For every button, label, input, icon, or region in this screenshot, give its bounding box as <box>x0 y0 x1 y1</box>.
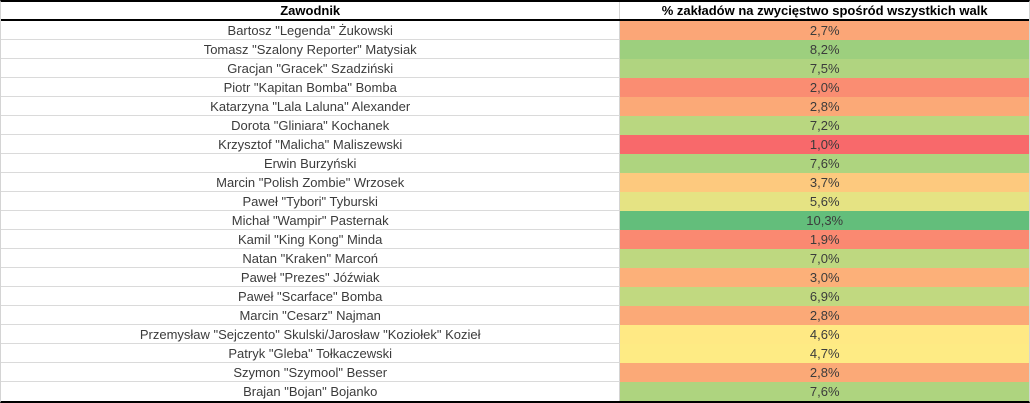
table-body: Bartosz "Legenda" Żukowski 2,7% Tomasz "… <box>1 21 1029 401</box>
bet-percentage: 2,0% <box>620 78 1029 97</box>
bet-percentage: 2,8% <box>620 306 1029 325</box>
fighter-name: Michał "Wampir" Pasternak <box>1 211 621 230</box>
fighter-name: Przemysław "Sejczento" Skulski/Jarosław … <box>1 325 621 344</box>
fighter-name: Krzysztof "Malicha" Maliszewski <box>1 135 621 154</box>
table-row: Gracjan "Gracek" Szadziński 7,5% <box>1 59 1029 78</box>
fighter-name: Erwin Burzyński <box>1 154 621 173</box>
table-header-row: Zawodnik % zakładów na zwycięstwo spośró… <box>1 2 1029 21</box>
bet-percentage: 2,7% <box>620 21 1029 40</box>
fighter-name: Katarzyna "Lala Laluna" Alexander <box>1 97 621 116</box>
fighter-name: Patryk "Gleba" Tołkaczewski <box>1 344 621 363</box>
bet-percentage: 2,8% <box>620 97 1029 116</box>
bet-percentage: 4,7% <box>620 344 1029 363</box>
table-row: Krzysztof "Malicha" Maliszewski 1,0% <box>1 135 1029 154</box>
bet-percentage: 7,5% <box>620 59 1029 78</box>
bet-percentage: 7,6% <box>620 382 1029 401</box>
bet-percentage: 3,0% <box>620 268 1029 287</box>
fighter-name: Natan "Kraken" Marcoń <box>1 249 621 268</box>
bet-percentage: 1,9% <box>620 230 1029 249</box>
table-row: Szymon "Szymool" Besser 2,8% <box>1 363 1029 382</box>
bet-percentage: 2,8% <box>620 363 1029 382</box>
fighter-name: Paweł "Scarface" Bomba <box>1 287 621 306</box>
table-row: Bartosz "Legenda" Żukowski 2,7% <box>1 21 1029 40</box>
table-row: Dorota "Gliniara" Kochanek 7,2% <box>1 116 1029 135</box>
fighter-name: Marcin "Polish Zombie" Wrzosek <box>1 173 621 192</box>
bet-percentage: 3,7% <box>620 173 1029 192</box>
bet-percentage: 6,9% <box>620 287 1029 306</box>
fighter-name: Brajan "Bojan" Bojanko <box>1 382 621 401</box>
column-header-bet-percentage: % zakładów na zwycięstwo spośród wszystk… <box>661 3 988 18</box>
table-row: Brajan "Bojan" Bojanko 7,6% <box>1 382 1029 401</box>
bet-percentage: 8,2% <box>620 40 1029 59</box>
bet-percentage: 4,6% <box>620 325 1029 344</box>
table-row: Piotr "Kapitan Bomba" Bomba 2,0% <box>1 78 1029 97</box>
fighter-name: Paweł "Tybori" Tyburski <box>1 192 621 211</box>
fighter-name: Kamil "King Kong" Minda <box>1 230 621 249</box>
table-row: Katarzyna "Lala Laluna" Alexander 2,8% <box>1 97 1029 116</box>
fighter-name: Marcin "Cesarz" Najman <box>1 306 621 325</box>
column-header-zawodnik: Zawodnik <box>1 2 621 19</box>
bet-percentage: 5,6% <box>620 192 1029 211</box>
fighter-name: Szymon "Szymool" Besser <box>1 363 621 382</box>
table-row: Kamil "King Kong" Minda 1,9% <box>1 230 1029 249</box>
table-row: Przemysław "Sejczento" Skulski/Jarosław … <box>1 325 1029 344</box>
bet-percentage: 1,0% <box>620 135 1029 154</box>
table-row: Paweł "Tybori" Tyburski 5,6% <box>1 192 1029 211</box>
table-row: Erwin Burzyński 7,6% <box>1 154 1029 173</box>
table-row: Tomasz "Szalony Reporter" Matysiak 8,2% <box>1 40 1029 59</box>
fighter-name: Piotr "Kapitan Bomba" Bomba <box>1 78 621 97</box>
fighter-name: Dorota "Gliniara" Kochanek <box>1 116 621 135</box>
table-row: Paweł "Prezes" Jóźwiak 3,0% <box>1 268 1029 287</box>
table-row: Patryk "Gleba" Tołkaczewski 4,7% <box>1 344 1029 363</box>
bet-percentage: 10,3% <box>620 211 1029 230</box>
fighter-name: Paweł "Prezes" Jóźwiak <box>1 268 621 287</box>
fighter-name: Gracjan "Gracek" Szadziński <box>1 59 621 78</box>
table-row: Paweł "Scarface" Bomba 6,9% <box>1 287 1029 306</box>
table-row: Natan "Kraken" Marcoń 7,0% <box>1 249 1029 268</box>
table-row: Michał "Wampir" Pasternak 10,3% <box>1 211 1029 230</box>
bet-percentage: 7,2% <box>620 116 1029 135</box>
table-row: Marcin "Polish Zombie" Wrzosek 3,7% <box>1 173 1029 192</box>
table-row: Marcin "Cesarz" Najman 2,8% <box>1 306 1029 325</box>
bet-percentage: 7,6% <box>620 154 1029 173</box>
fighter-name: Bartosz "Legenda" Żukowski <box>1 21 621 40</box>
bet-percentage: 7,0% <box>620 249 1029 268</box>
fighter-name: Tomasz "Szalony Reporter" Matysiak <box>1 40 621 59</box>
